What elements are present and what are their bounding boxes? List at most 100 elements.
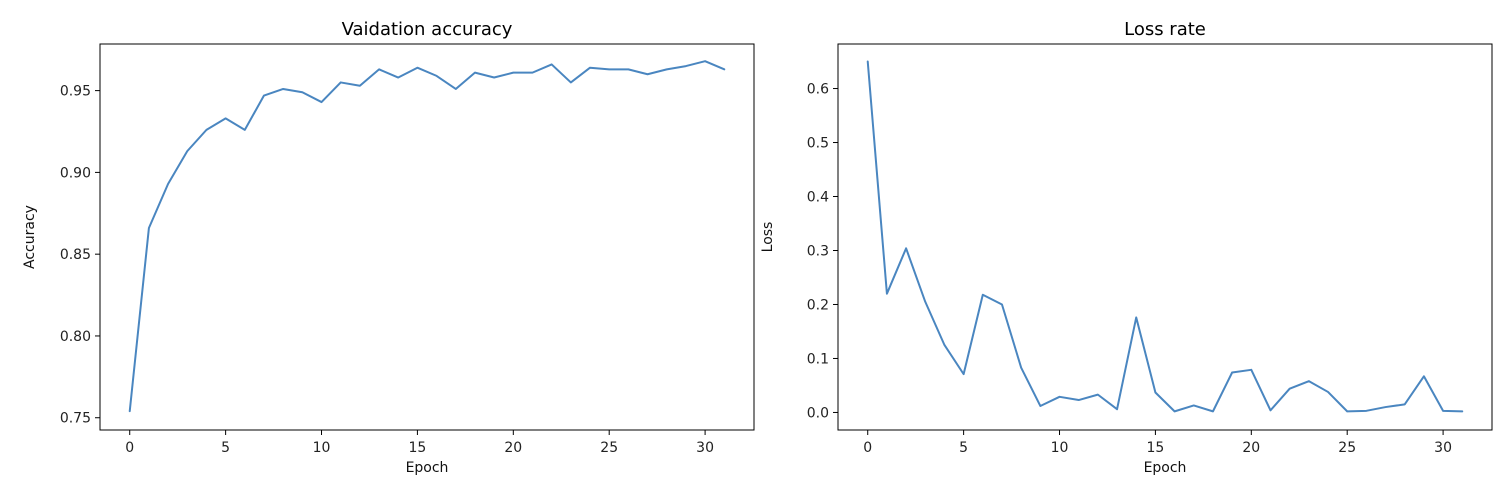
loss-data-point <box>982 294 984 296</box>
accuracy-data-point <box>608 68 610 70</box>
loss-data-point <box>1423 375 1425 377</box>
loss-plot-frame <box>837 43 1493 431</box>
loss-y-tick-label: 0.6 <box>807 82 829 98</box>
accuracy-data-point <box>321 101 323 103</box>
loss-x-tick-label: 10 <box>1051 440 1069 456</box>
loss-data-point <box>943 344 945 346</box>
loss-data-point <box>905 247 907 249</box>
loss-x-axis-label: Epoch <box>1144 460 1187 476</box>
loss-data-point <box>1269 409 1271 411</box>
loss-data-point <box>1059 396 1061 398</box>
loss-x-tick-label: 25 <box>1338 440 1356 456</box>
accuracy-data-point <box>512 72 514 74</box>
loss-y-tick-label: 0.4 <box>807 190 829 206</box>
accuracy-plot-frame <box>99 43 755 431</box>
loss-data-point <box>1231 372 1233 374</box>
accuracy-data-point <box>455 88 457 90</box>
accuracy-data-point <box>378 68 380 70</box>
loss-data-point <box>1289 388 1291 390</box>
accuracy-data-point <box>359 85 361 87</box>
accuracy-x-axis-label: Epoch <box>406 460 449 476</box>
loss-y-tick-label: 0.0 <box>807 405 829 421</box>
accuracy-data-point <box>493 77 495 79</box>
loss-x-tick-label: 5 <box>959 440 968 456</box>
accuracy-data-point <box>167 183 169 185</box>
accuracy-data-point <box>685 65 687 67</box>
loss-data-point <box>1365 410 1367 412</box>
accuracy-data-point <box>436 75 438 77</box>
accuracy-data-point <box>186 150 188 152</box>
accuracy-data-point <box>666 68 668 70</box>
loss-data-point <box>1327 391 1329 393</box>
loss-y-tick-label: 0.1 <box>807 351 829 367</box>
loss-data-point <box>1001 303 1003 305</box>
loss-x-tick-label: 30 <box>1434 440 1452 456</box>
loss-data-point <box>1154 391 1156 393</box>
loss-data-point <box>1039 405 1041 407</box>
loss-data-point <box>1346 410 1348 412</box>
accuracy-data-point <box>282 88 284 90</box>
accuracy-data-point <box>531 72 533 74</box>
accuracy-y-tick-label: 0.90 <box>60 165 91 181</box>
loss-data-point <box>1020 367 1022 369</box>
loss-x-tick-label: 20 <box>1242 440 1260 456</box>
accuracy-data-point <box>263 95 265 97</box>
accuracy-y-tick-label: 0.95 <box>60 84 91 100</box>
loss-data-point <box>1212 410 1214 412</box>
accuracy-series-line <box>128 60 726 413</box>
loss-data-point <box>924 301 926 303</box>
loss-data-point <box>1135 316 1137 318</box>
accuracy-data-point <box>244 129 246 131</box>
accuracy-data-point <box>225 117 227 119</box>
accuracy-data-point <box>397 77 399 79</box>
accuracy-data-point <box>474 72 476 74</box>
accuracy-data-point <box>340 81 342 83</box>
loss-data-point <box>1174 410 1176 412</box>
loss-y-tick-label: 0.5 <box>807 136 829 152</box>
loss-chart: Loss rate 0 5 10 15 20 25 30 0.0 0.1 0.2 0.3 0.4 0.5 0… <box>760 19 1493 476</box>
accuracy-data-point <box>589 67 591 69</box>
loss-data-point <box>963 373 965 375</box>
accuracy-data-point <box>551 63 553 65</box>
loss-x-tick-label: 0 <box>863 440 872 456</box>
accuracy-x-tick-label: 25 <box>600 440 618 456</box>
accuracy-x-tick-label: 5 <box>221 440 230 456</box>
accuracy-data-point <box>704 60 706 62</box>
loss-data-point <box>1385 406 1387 408</box>
loss-data-point <box>1116 408 1118 410</box>
loss-chart-title: Loss rate <box>1124 19 1206 40</box>
accuracy-chart-title: Vaidation accuracy <box>342 19 513 40</box>
loss-data-point <box>1193 404 1195 406</box>
loss-data-point <box>1442 410 1444 412</box>
loss-data-point <box>1250 369 1252 371</box>
accuracy-y-tick-label: 0.80 <box>60 329 91 345</box>
accuracy-x-tick-label: 0 <box>125 440 134 456</box>
loss-x-tick-label: 15 <box>1146 440 1164 456</box>
loss-data-point <box>1404 403 1406 405</box>
loss-data-point <box>886 293 888 295</box>
loss-data-point <box>867 61 869 63</box>
loss-series-line <box>866 60 1464 413</box>
accuracy-y-axis-label: Accuracy <box>22 205 38 269</box>
loss-y-tick-label: 0.3 <box>807 243 829 259</box>
accuracy-data-point <box>416 67 418 69</box>
accuracy-data-point <box>129 410 131 412</box>
accuracy-data-point <box>647 73 649 75</box>
accuracy-chart: Vaidation accuracy 0 5 10 15 20 25 30 0.75 0.80 0.… <box>22 19 755 476</box>
loss-data-point <box>1078 399 1080 401</box>
loss-data-point <box>1461 410 1463 412</box>
accuracy-x-tick-label: 20 <box>504 440 522 456</box>
loss-y-axis-label: Loss <box>760 222 776 253</box>
accuracy-y-tick-label: 0.75 <box>60 411 91 427</box>
accuracy-data-point <box>723 68 725 70</box>
accuracy-data-point <box>301 91 303 93</box>
accuracy-data-point <box>570 81 572 83</box>
accuracy-x-tick-label: 10 <box>313 440 331 456</box>
loss-y-tick-label: 0.2 <box>807 297 829 313</box>
loss-data-point <box>1308 380 1310 382</box>
accuracy-y-tick-label: 0.85 <box>60 247 91 263</box>
accuracy-x-tick-label: 30 <box>696 440 714 456</box>
accuracy-data-point <box>627 68 629 70</box>
accuracy-data-point <box>148 227 150 229</box>
accuracy-x-tick-label: 15 <box>408 440 426 456</box>
